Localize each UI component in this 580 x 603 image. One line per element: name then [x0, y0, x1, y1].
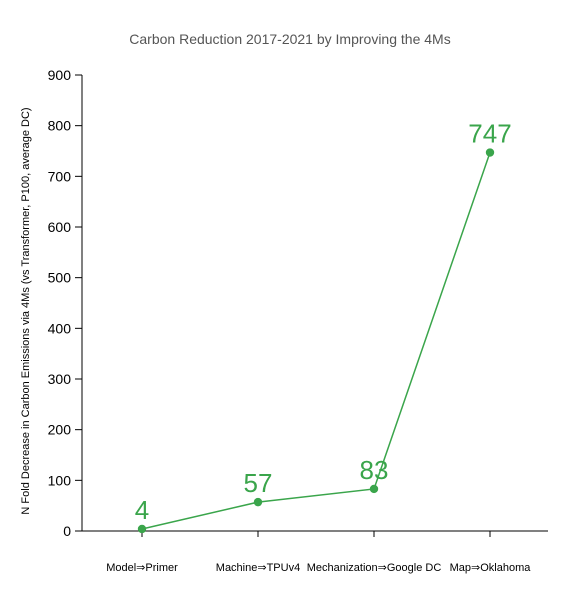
data-label: 747 [468, 119, 511, 149]
data-point [137, 524, 147, 534]
axes [81, 75, 548, 532]
y-axis-label: N Fold Decrease in Carbon Emissions via … [20, 107, 32, 514]
y-tick-label: 700 [48, 168, 72, 184]
y-tick-label: 100 [48, 472, 72, 488]
x-tick-label: Model⇒Primer [106, 562, 178, 574]
x-tick-label: Map⇒Oklahoma [450, 562, 532, 574]
x-tick-label: Machine⇒TPUv4 [216, 562, 300, 574]
data-point [253, 497, 263, 507]
data-point [369, 484, 379, 494]
y-axis-ticks: 0 100 200 300 400 500 600 700 800 900 [48, 67, 82, 539]
y-tick-label: 600 [48, 219, 72, 235]
data-point [485, 148, 495, 157]
y-tick-label: 300 [48, 371, 72, 387]
y-tick-label: 900 [48, 67, 72, 83]
y-tick-label: 800 [48, 118, 72, 134]
y-tick-label: 0 [63, 523, 71, 539]
x-tick-label: Mechanization⇒Google DC [307, 562, 442, 574]
data-points [137, 148, 495, 534]
chart-title: Carbon Reduction 2017-2021 by Improving … [129, 31, 450, 47]
series-line [141, 152, 491, 530]
y-tick-label: 400 [48, 320, 72, 336]
data-label: 57 [244, 468, 273, 498]
y-tick-label: 200 [48, 422, 72, 438]
data-label: 4 [135, 495, 149, 525]
data-label: 83 [360, 455, 389, 485]
data-labels: 4 57 83 747 [135, 119, 512, 525]
x-axis-ticks: Model⇒Primer Machine⇒TPUv4 Mechanization⇒G… [106, 531, 531, 574]
y-tick-label: 500 [48, 270, 72, 286]
series-line-group [141, 152, 491, 530]
